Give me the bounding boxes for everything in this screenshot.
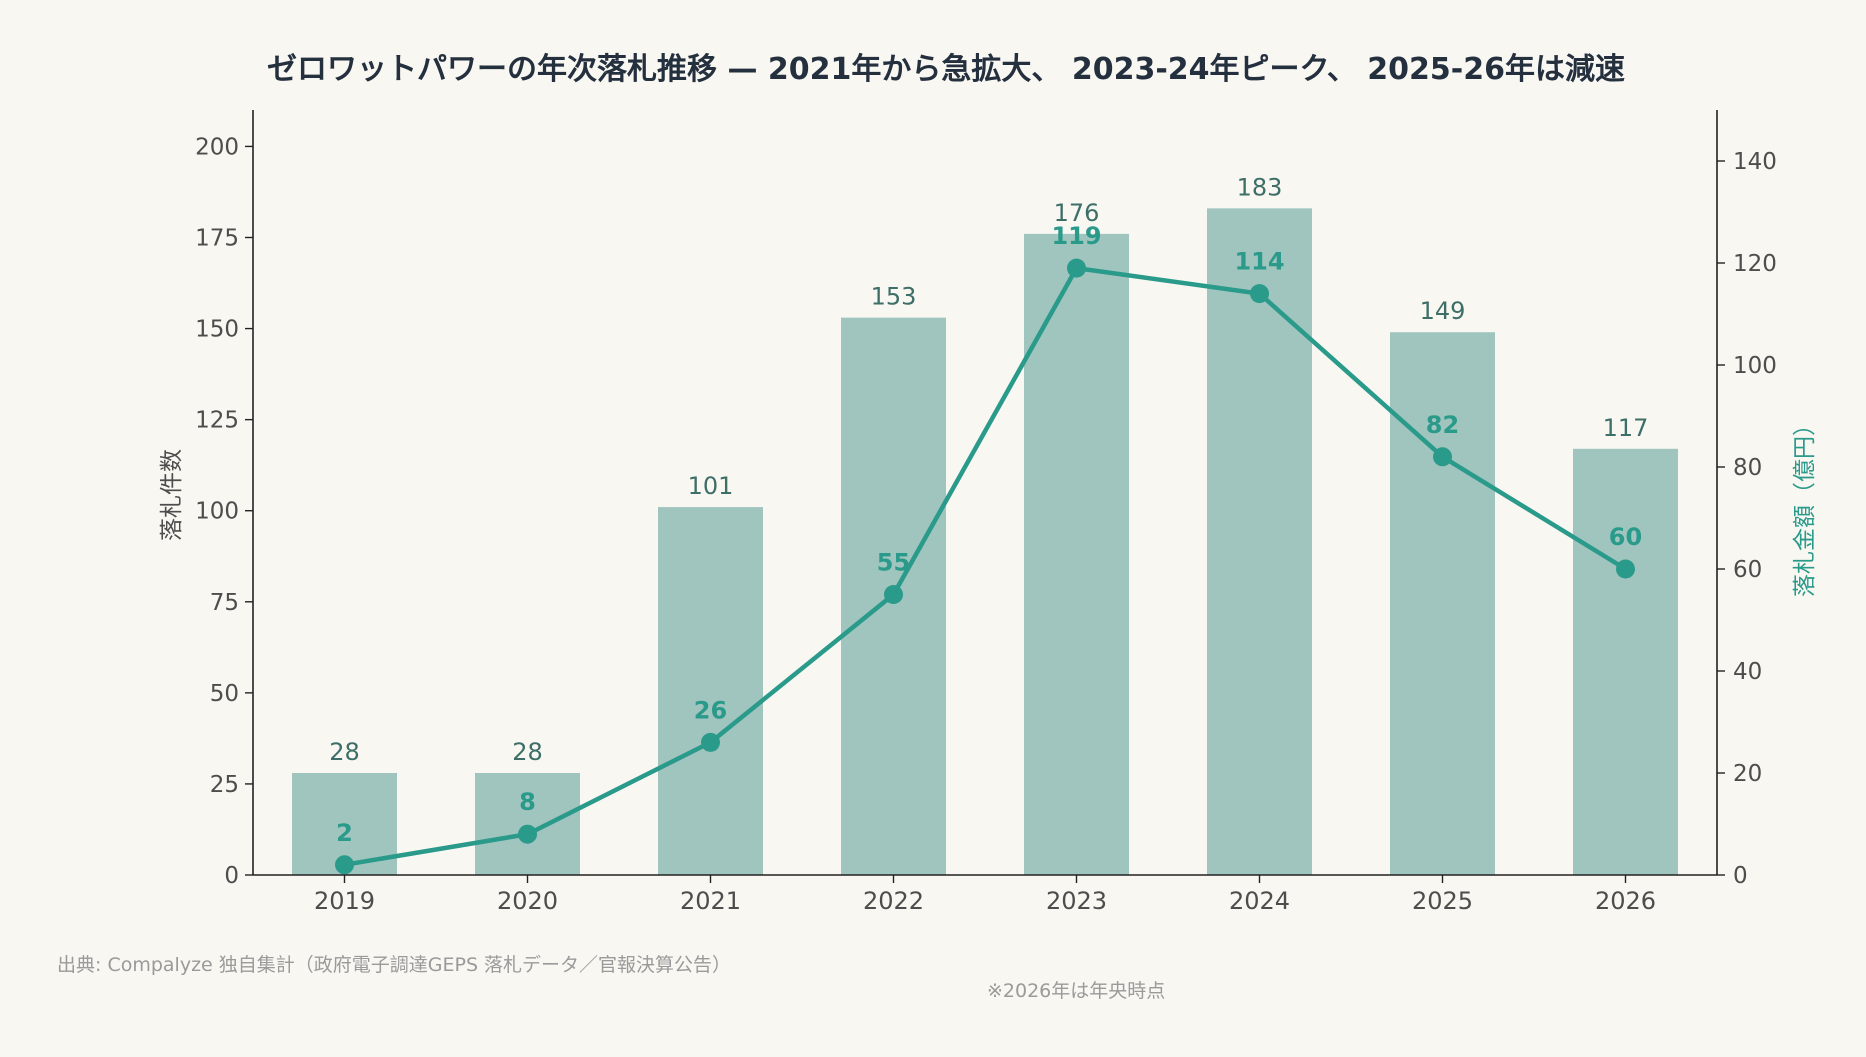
left-tick-label: 50: [210, 681, 239, 707]
point-2019: [335, 855, 354, 875]
right-axis-ticks: 0 20 40 60 80 100 120 140: [1717, 149, 1777, 889]
x-tick-label-2020: 2020: [497, 887, 558, 915]
point-label-2025: 82: [1426, 411, 1459, 439]
point-2024: [1250, 284, 1269, 304]
point-2025: [1433, 447, 1452, 467]
bar-value-labels: 28 28 101 153 176 183 149 117: [329, 173, 1648, 766]
x-axis-ticks: 2019 2020 2021 2022 2023 2024 2025 2026: [314, 875, 1656, 915]
bar-label-2024: 183: [1237, 173, 1283, 201]
right-axis-label: 落札金額（億円）: [1792, 413, 1818, 597]
left-tick-label: 200: [195, 134, 239, 160]
right-tick-label: 60: [1733, 557, 1762, 583]
left-tick-label: 75: [210, 590, 239, 616]
point-2022: [884, 585, 903, 604]
bar-label-2023: 176: [1054, 199, 1100, 227]
right-tick-label: 120: [1733, 251, 1777, 277]
right-tick-label: 0: [1733, 863, 1748, 889]
bar-2021: [658, 507, 763, 875]
right-tick-label: 80: [1733, 455, 1762, 481]
point-label-2022: 55: [877, 549, 910, 577]
left-axis-label: 落札件数: [159, 449, 185, 541]
point-label-2021: 26: [694, 696, 727, 724]
point-2026: [1616, 559, 1635, 579]
right-tick-label: 40: [1733, 659, 1762, 685]
right-tick-label: 140: [1733, 149, 1777, 175]
point-2020: [518, 824, 537, 844]
x-tick-label-2025: 2025: [1412, 887, 1473, 915]
source-note: 出典: Compalyze 独自集計（政府電子調達GEPS 落札データ／官報決算…: [57, 954, 731, 976]
right-tick-label: 20: [1733, 761, 1762, 787]
bar-label-2025: 149: [1420, 297, 1466, 325]
point-label-2026: 60: [1609, 523, 1642, 551]
point-label-2023: 119: [1051, 222, 1101, 250]
bar-2024: [1207, 208, 1312, 875]
right-tick-label: 100: [1733, 353, 1777, 379]
x-tick-label-2023: 2023: [1046, 887, 1107, 915]
axes: 0 25 50 75 100 125 150 175 200 0 20 40 60 80 100 120 14…: [195, 110, 1777, 915]
bar-label-2022: 153: [871, 283, 917, 311]
amount-line: [344, 265, 1627, 868]
x-tick-label-2024: 2024: [1229, 887, 1290, 915]
left-tick-label: 25: [210, 772, 239, 798]
left-axis-ticks: 0 25 50 75 100 125 150 175 200: [195, 134, 253, 889]
bar-label-2026: 117: [1603, 414, 1649, 442]
point-2021: [701, 732, 720, 752]
left-tick-label: 0: [224, 863, 239, 889]
chart-title: ゼロワットパワーの年次落札推移 — 2021年から急拡大、 2023-24年ピー…: [267, 52, 1625, 87]
x-tick-label-2026: 2026: [1595, 887, 1656, 915]
point-label-2024: 114: [1234, 248, 1284, 276]
bar-2020: [475, 773, 580, 875]
bar-label-2020: 28: [512, 738, 543, 766]
x-tick-label-2019: 2019: [314, 887, 375, 915]
left-tick-label: 100: [195, 499, 239, 525]
bar-label-2019: 28: [329, 738, 360, 766]
point-label-2019: 2: [336, 819, 353, 847]
left-tick-label: 125: [195, 408, 239, 434]
x-tick-label-2021: 2021: [680, 887, 741, 915]
x-tick-label-2022: 2022: [863, 887, 924, 915]
left-tick-label: 175: [195, 226, 239, 252]
footnote: ※2026年は年央時点: [987, 980, 1165, 1002]
bar-2023: [1024, 233, 1129, 875]
amount-points: [335, 258, 1635, 875]
point-2023: [1067, 258, 1086, 278]
bar-label-2021: 101: [688, 472, 734, 500]
point-label-2020: 8: [519, 788, 536, 816]
bar-2026: [1573, 448, 1678, 875]
left-tick-label: 150: [195, 317, 239, 343]
bar-series: [292, 208, 1678, 876]
